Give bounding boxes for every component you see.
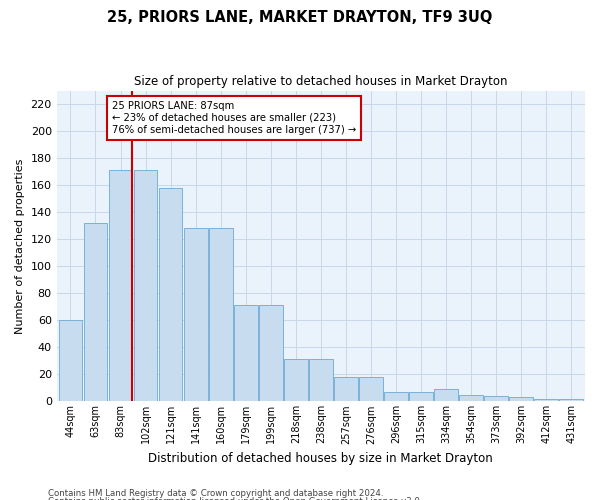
Text: Contains HM Land Registry data © Crown copyright and database right 2024.: Contains HM Land Registry data © Crown c…	[48, 488, 383, 498]
Bar	[434, 389, 458, 402]
Bar	[83, 223, 107, 402]
Bar	[459, 394, 483, 402]
Bar	[334, 377, 358, 402]
Bar	[509, 398, 533, 402]
Text: 25 PRIORS LANE: 87sqm
← 23% of detached houses are smaller (223)
76% of semi-det: 25 PRIORS LANE: 87sqm ← 23% of detached …	[112, 102, 356, 134]
Bar	[484, 396, 508, 402]
X-axis label: Distribution of detached houses by size in Market Drayton: Distribution of detached houses by size …	[148, 452, 493, 465]
Bar	[309, 360, 333, 402]
Bar	[184, 228, 208, 402]
Bar	[559, 398, 583, 402]
Bar	[359, 377, 383, 402]
Bar	[234, 306, 257, 402]
Text: Contains public sector information licensed under the Open Government Licence v3: Contains public sector information licen…	[48, 497, 422, 500]
Bar	[159, 188, 182, 402]
Bar	[534, 398, 558, 402]
Title: Size of property relative to detached houses in Market Drayton: Size of property relative to detached ho…	[134, 75, 508, 88]
Bar	[209, 228, 233, 402]
Bar	[59, 320, 82, 402]
Y-axis label: Number of detached properties: Number of detached properties	[15, 158, 25, 334]
Text: 25, PRIORS LANE, MARKET DRAYTON, TF9 3UQ: 25, PRIORS LANE, MARKET DRAYTON, TF9 3UQ	[107, 10, 493, 25]
Bar	[384, 392, 408, 402]
Bar	[409, 392, 433, 402]
Bar	[134, 170, 157, 402]
Bar	[284, 360, 308, 402]
Bar	[259, 306, 283, 402]
Bar	[109, 170, 133, 402]
